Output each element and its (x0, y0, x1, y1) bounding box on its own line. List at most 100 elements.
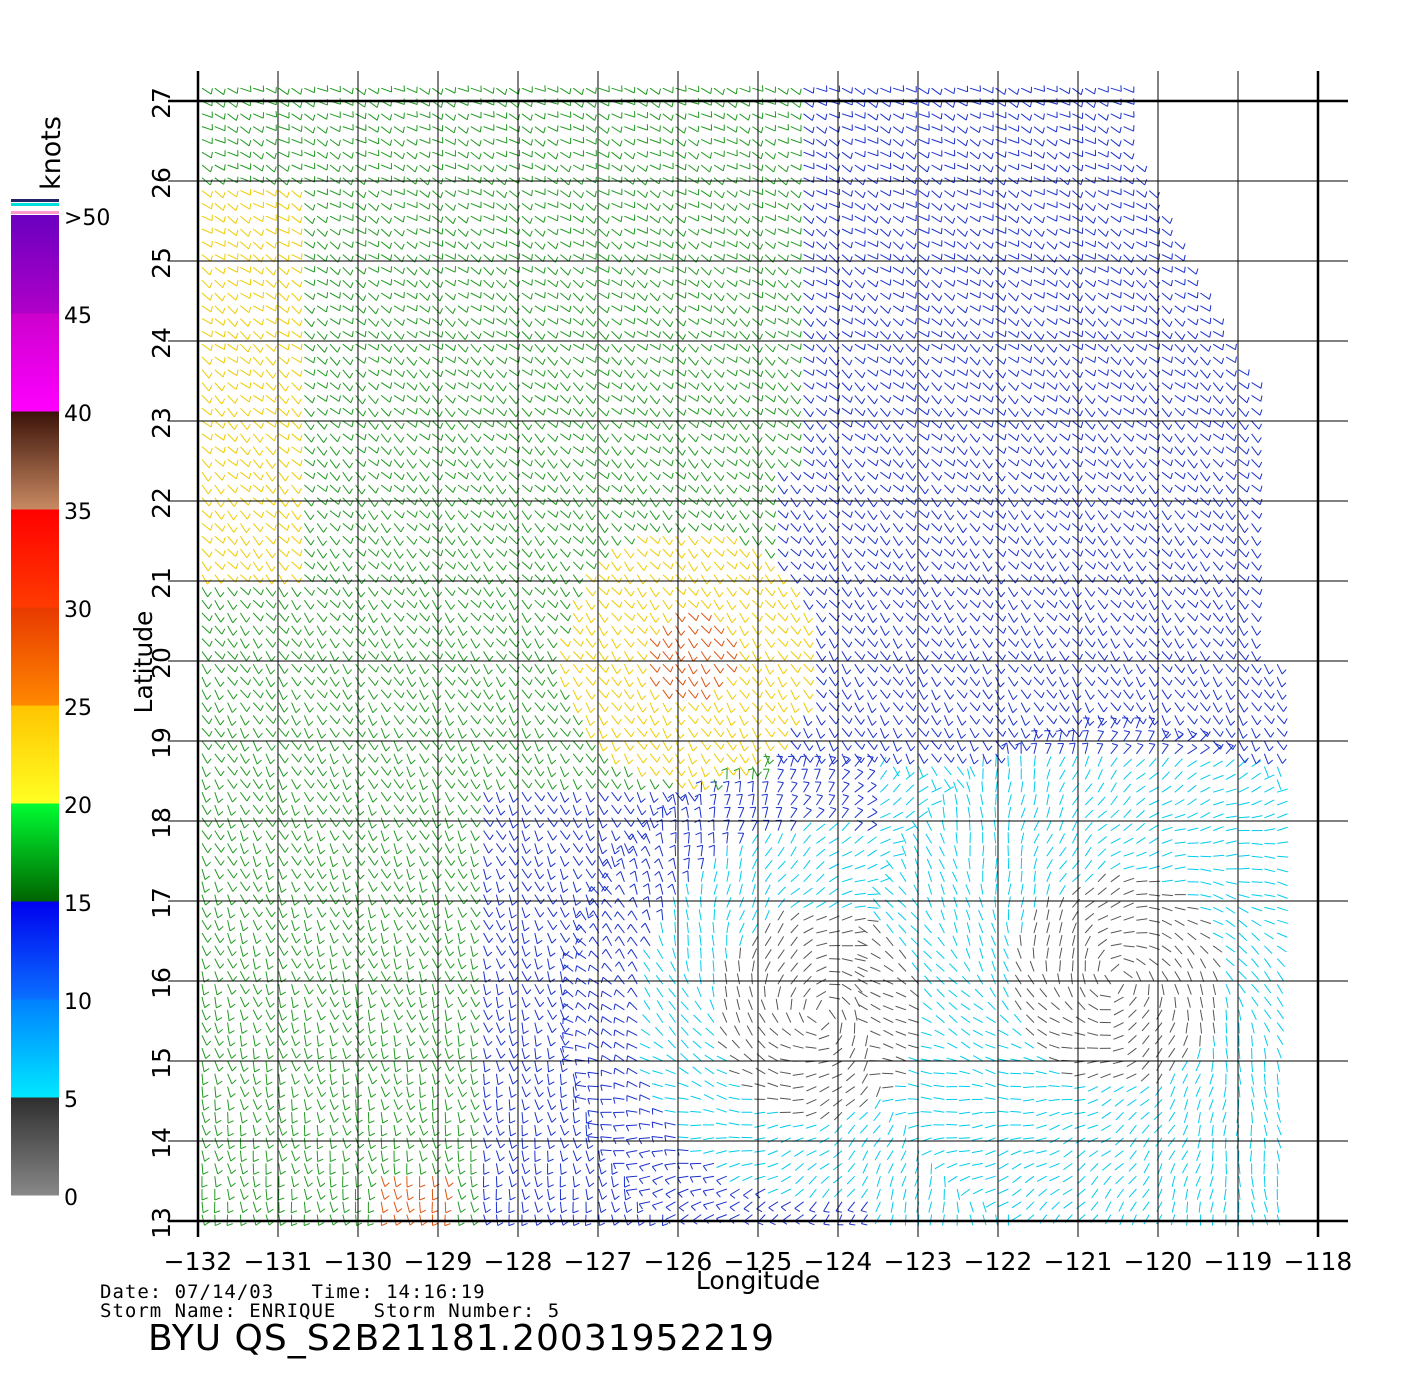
wind-barb (820, 1112, 829, 1119)
wind-barb (868, 879, 879, 882)
wind-barb (791, 664, 801, 672)
wind-barb (407, 1138, 414, 1149)
wind-barb (317, 600, 327, 608)
wind-barb (1170, 1099, 1175, 1109)
wind-barb (678, 1189, 688, 1197)
wind-barb (701, 613, 711, 621)
wind-barb (458, 843, 466, 853)
wind-barb (590, 911, 599, 921)
wind-barb (829, 536, 839, 545)
wind-barb (816, 690, 826, 698)
wind-barb (381, 485, 391, 492)
wind-barb (791, 987, 796, 997)
wind-barb (804, 562, 814, 569)
wind-barb (725, 961, 727, 972)
wind-barb (304, 754, 314, 763)
wind-barb (1060, 910, 1063, 921)
wind-barb (484, 792, 493, 802)
wind-barb (842, 575, 851, 585)
wind-barb (994, 832, 995, 843)
wind-barb (560, 1176, 566, 1187)
wind-barb (343, 933, 352, 943)
wind-barb (484, 600, 494, 608)
wind-barb (1169, 1151, 1175, 1160)
wind-barb (496, 1112, 503, 1123)
wind-barb (279, 626, 289, 634)
wind-barb (614, 1098, 625, 1104)
wind-barb (535, 1010, 543, 1020)
wind-barb (653, 1189, 663, 1197)
wind-barb (356, 1061, 364, 1071)
wind-barb (215, 984, 222, 995)
wind-barb (908, 1057, 918, 1061)
wind-barb (795, 1163, 803, 1170)
wind-barb (842, 984, 851, 990)
wind-barb (970, 715, 980, 724)
wind-barb (880, 799, 889, 805)
wind-barb (701, 536, 711, 543)
wind-barb (343, 1138, 351, 1148)
wind-barb (215, 677, 224, 687)
wind-barb (573, 856, 582, 865)
wind-barb (1136, 600, 1146, 609)
wind-barb (1008, 587, 1017, 596)
wind-barb (535, 984, 544, 994)
wind-barb (368, 1010, 375, 1021)
wind-barb (266, 1189, 272, 1200)
wind-barb (752, 923, 757, 933)
wind-barb (983, 651, 992, 661)
wind-barb (1136, 703, 1145, 712)
wind-barb (1196, 1087, 1200, 1097)
wind-barb (343, 715, 353, 723)
wind-barb (842, 879, 853, 882)
wind-barb (740, 858, 742, 869)
wind-barb (292, 600, 301, 610)
wind-barb (723, 781, 729, 792)
wind-barb (1226, 971, 1233, 980)
wind-barb (1008, 562, 1018, 569)
wind-barb (819, 1074, 829, 1078)
wind-barb (522, 779, 532, 788)
wind-barb (637, 600, 646, 609)
wind-barb (673, 948, 676, 959)
wind-barb (1239, 511, 1249, 520)
wind-barb (1144, 997, 1149, 1007)
wind-barb (639, 1163, 650, 1171)
wind-barb (1098, 664, 1108, 672)
wind-barb (944, 549, 954, 556)
wind-barb (1021, 511, 1030, 520)
wind-barb (279, 562, 289, 571)
wind-barb (1011, 1151, 1021, 1155)
wind-barb (1226, 907, 1235, 913)
wind-barb (953, 859, 957, 869)
wind-barb (1170, 1074, 1174, 1084)
wind-barb (253, 754, 261, 764)
wind-barb (816, 703, 826, 712)
wind-barb (650, 549, 660, 556)
wind-barb (240, 600, 250, 608)
wind-barb (690, 1176, 701, 1182)
wind-barb (874, 911, 881, 920)
wind-barb (919, 639, 929, 647)
wind-barb (381, 754, 390, 763)
wind-barb (727, 511, 736, 520)
wind-barb (1034, 821, 1039, 831)
wind-barb (880, 827, 890, 831)
wind-barb (1085, 901, 1094, 907)
wind-barb (1200, 485, 1210, 493)
wind-barb (279, 498, 289, 507)
wind-barb (381, 818, 389, 828)
wind-barb (1021, 523, 1030, 532)
wind-barb (420, 856, 429, 866)
wind-barb (1060, 820, 1064, 830)
wind-barb (1213, 984, 1215, 995)
wind-barb (842, 703, 852, 712)
wind-barb (343, 613, 353, 621)
wind-barb (1072, 498, 1082, 507)
wind-barb (1277, 1163, 1278, 1174)
wind-barb (1226, 613, 1235, 623)
wind-barb (548, 907, 557, 916)
wind-barb (368, 1061, 377, 1071)
wind-barb (643, 897, 650, 908)
wind-barb (240, 485, 250, 492)
